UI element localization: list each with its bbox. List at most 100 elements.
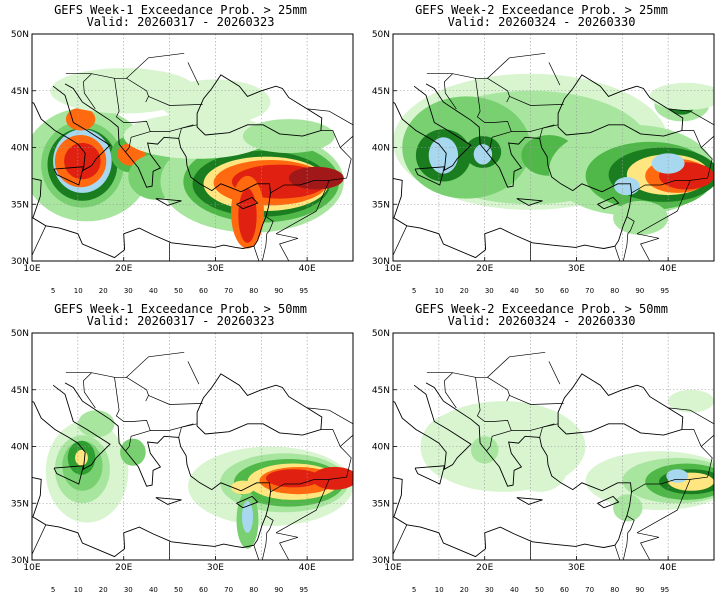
colorbar: 5 10 20 30 40 50 60 70 80 90 95 <box>412 287 669 295</box>
colorbar-label: 60 <box>199 586 208 594</box>
country-border <box>270 130 352 194</box>
country-border <box>426 52 546 79</box>
country-border <box>187 62 200 86</box>
country-border <box>614 545 621 560</box>
lon-label: 10E <box>23 264 40 274</box>
coastline <box>155 497 182 505</box>
country-border <box>444 73 457 110</box>
coastline <box>414 166 445 186</box>
lon-label: 30E <box>207 264 224 274</box>
coastline <box>236 196 259 210</box>
colorbar-label: 30 <box>124 586 133 594</box>
colorbar-label: 20 <box>99 287 108 295</box>
geo-lines <box>393 52 714 261</box>
precip-contour <box>651 153 685 174</box>
country-border <box>253 246 260 261</box>
lat-label: 45N <box>372 386 390 396</box>
lat-label: 35N <box>11 200 29 210</box>
country-border <box>148 96 203 106</box>
country-border <box>83 73 96 110</box>
country-border <box>148 395 203 405</box>
colorbar-label: 90 <box>274 586 283 594</box>
colorbar-label: 50 <box>535 586 544 594</box>
precip-contour <box>123 113 271 159</box>
precip-contour <box>311 466 353 490</box>
country-border <box>187 361 200 385</box>
country-border <box>270 429 352 493</box>
country-border <box>393 524 408 555</box>
coastline <box>516 198 543 206</box>
lon-label: 30E <box>568 264 585 274</box>
country-border <box>444 372 457 409</box>
country-border <box>636 180 691 235</box>
colorbar-label: 90 <box>274 287 283 295</box>
colorbar-label: 30 <box>485 586 494 594</box>
colorbar-label: 30 <box>124 287 133 295</box>
colorbar-label: 50 <box>535 287 544 295</box>
colorbar-label: 5 <box>412 287 416 295</box>
colorbar-label: 20 <box>460 586 469 594</box>
lat-label: 35N <box>372 499 390 509</box>
lon-label: 40E <box>299 563 316 573</box>
precip-contour <box>288 166 344 190</box>
lon-label: 20E <box>115 563 132 573</box>
colorbar-label: 10 <box>435 287 444 295</box>
colorbar-label: 40 <box>510 586 519 594</box>
precip-contour <box>238 188 257 243</box>
colorbar-label: 70 <box>224 287 233 295</box>
lon-label: 20E <box>476 264 493 274</box>
colorbar-label: 20 <box>99 586 108 594</box>
colorbar-label: 70 <box>585 287 594 295</box>
country-border <box>622 216 635 261</box>
country-border <box>548 62 561 86</box>
country-border <box>125 131 151 153</box>
panel-week1-25mm: GEFS Week-1 Exceedance Prob. > 25mm Vali… <box>0 0 361 299</box>
coastline <box>53 166 84 186</box>
coastline <box>32 384 111 471</box>
country-border <box>261 216 274 261</box>
colorbar-label: 5 <box>412 586 416 594</box>
precip-contour <box>242 119 335 154</box>
country-border <box>261 515 274 560</box>
colorbar-label: 10 <box>74 586 83 594</box>
colorbar-label: 70 <box>585 586 594 594</box>
colorbar-label: 60 <box>560 586 569 594</box>
precip-contour <box>231 480 255 495</box>
lat-label: 50N <box>11 329 29 339</box>
country-border <box>487 377 510 402</box>
precip-contour <box>64 142 101 180</box>
precip-contour <box>613 200 669 235</box>
precip-contour <box>75 449 88 466</box>
lon-label: 30E <box>207 563 224 573</box>
colorbar-label: 50 <box>174 586 183 594</box>
coastline <box>393 85 472 172</box>
lat-label: 40N <box>372 144 390 154</box>
lon-label: 40E <box>660 264 677 274</box>
country-border <box>32 225 47 256</box>
country-border <box>65 52 185 79</box>
lat-label: 45N <box>11 87 29 97</box>
country-border <box>125 430 151 452</box>
panel-valid-dates: Valid: 20260317 - 20260323 <box>86 15 275 29</box>
country-border <box>339 135 353 148</box>
lon-label: 10E <box>384 264 401 274</box>
country-border <box>636 532 660 560</box>
country-border <box>636 479 691 534</box>
colorbar-label: 20 <box>460 287 469 295</box>
colorbar-label: 30 <box>485 287 494 295</box>
colorbar-label: 40 <box>510 287 519 295</box>
country-border <box>631 130 713 194</box>
colorbar-label: 90 <box>635 287 644 295</box>
panel-valid-dates: Valid: 20260317 - 20260323 <box>86 314 275 328</box>
colorbar-label: 95 <box>299 287 308 295</box>
country-border <box>275 180 330 235</box>
lon-label: 40E <box>660 563 677 573</box>
country-border <box>475 78 543 132</box>
colorbar-label: 80 <box>249 586 258 594</box>
grid-lines <box>32 333 353 560</box>
panel-title: GEFS Week-1 Exceedance Prob. > 50mm <box>54 302 307 316</box>
colorbar-label: 5 <box>51 287 55 295</box>
coastline <box>196 373 323 436</box>
